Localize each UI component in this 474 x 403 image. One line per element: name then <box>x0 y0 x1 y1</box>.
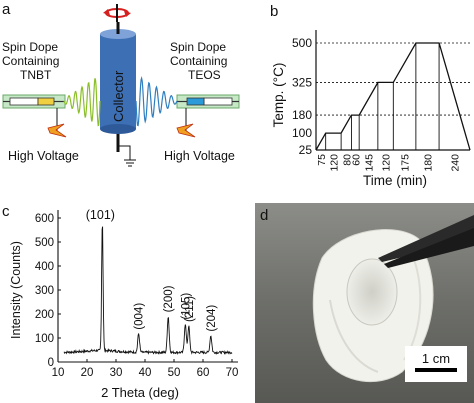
chart-c-ylabel: Intensity (Counts) <box>9 241 23 339</box>
right-jet-wave <box>135 76 178 127</box>
x-tick-label: 145 <box>364 154 376 172</box>
y-tick-label: 325 <box>292 75 312 89</box>
peak-label: (200) <box>163 285 175 312</box>
x-tick-label: 175 <box>400 154 412 172</box>
hv-left-label: High Voltage <box>8 149 79 163</box>
y-tick-label: 200 <box>35 309 54 321</box>
left-jet-wave <box>63 78 101 127</box>
x-tick-label: 20 <box>81 367 94 379</box>
x-tick-label: 80 <box>341 154 353 166</box>
y-tick-label: 600 <box>35 213 54 225</box>
panel-d-letter: d <box>260 207 268 224</box>
x-tick-label: 10 <box>52 367 65 379</box>
xrd-pattern-chart: 0 100 200 300 400 500 600 10 20 30 40 50 60 70 (101) (0… <box>35 208 239 379</box>
x-tick-label: 70 <box>226 367 239 379</box>
peak-label: (105) <box>180 293 192 320</box>
right-dope-line-1: Spin Dope <box>170 40 226 54</box>
right-syringe <box>176 94 240 109</box>
left-dope-line-1: Spin Dope <box>2 40 58 54</box>
panel-c-letter: c <box>2 203 10 220</box>
panel-a-letter: a <box>2 1 11 18</box>
x-tick-label: 75 <box>316 154 328 166</box>
left-dope-line-2: Containing <box>2 54 59 68</box>
tweezers <box>378 215 474 268</box>
y-tick-label: 100 <box>35 333 54 345</box>
y-tick-label: 25 <box>299 143 313 157</box>
peak-label: (211) <box>184 296 196 322</box>
x-tick-label: 30 <box>110 367 123 379</box>
chart-c-xlabel: 2 Theta (deg) <box>101 385 179 400</box>
hv-right-label: High Voltage <box>164 149 235 163</box>
panel-b-letter: b <box>270 3 278 20</box>
left-dope-line-3: TNBT <box>20 68 52 82</box>
collector-cylinder: Collector <box>100 22 136 152</box>
x-tick-label: 120 <box>381 154 393 172</box>
lightning-icon <box>47 123 67 138</box>
x-tick-label: 240 <box>450 154 462 172</box>
x-tick-label: 180 <box>423 154 435 172</box>
scale-bar-label: 1 cm <box>422 351 450 366</box>
nanofiber-tube <box>312 229 434 383</box>
chart-b-ylabel: Temp. (°C) <box>271 63 286 128</box>
y-tick-label: 400 <box>35 261 54 273</box>
collector-label: Collector <box>111 70 126 122</box>
right-dope-line-2: Containing <box>170 54 227 68</box>
x-tick-label: 120 <box>328 154 340 172</box>
scale-bar: 1 cm <box>405 346 467 382</box>
panel-a: a Collector Spin Dope Containing <box>2 1 240 167</box>
peak-label: (004) <box>134 303 146 330</box>
lightning-icon <box>176 123 196 138</box>
left-syringe <box>2 94 66 109</box>
left-hv-wire <box>47 108 67 138</box>
peak-label: (204) <box>206 305 218 332</box>
peak-label: (101) <box>86 208 115 222</box>
xrd-trace <box>63 226 233 356</box>
x-tick-label: 60 <box>197 367 210 379</box>
y-tick-label: 180 <box>292 108 312 122</box>
right-hv-wire <box>176 108 196 138</box>
y-tick-label: 300 <box>35 285 54 297</box>
right-dope-line-3: TEOS <box>188 68 221 82</box>
x-tick-label: 40 <box>139 367 152 379</box>
temperature-line <box>315 42 471 151</box>
y-tick-label: 100 <box>292 126 312 140</box>
panel-d-photo: 1 cm d <box>255 203 474 403</box>
panel-c: c 0 100 200 300 400 500 600 10 20 30 40 50 60 70 (101)… <box>2 203 238 400</box>
y-tick-label: 500 <box>35 237 54 249</box>
y-tick-label: 0 <box>48 357 54 369</box>
rotation-arrow-icon <box>103 4 131 22</box>
x-tick-label: 60 <box>350 154 362 166</box>
chart-b-xlabel: Time (min) <box>363 173 427 188</box>
x-tick-label: 50 <box>168 367 181 379</box>
ground-icon <box>118 145 136 167</box>
y-tick-label: 500 <box>292 36 312 50</box>
